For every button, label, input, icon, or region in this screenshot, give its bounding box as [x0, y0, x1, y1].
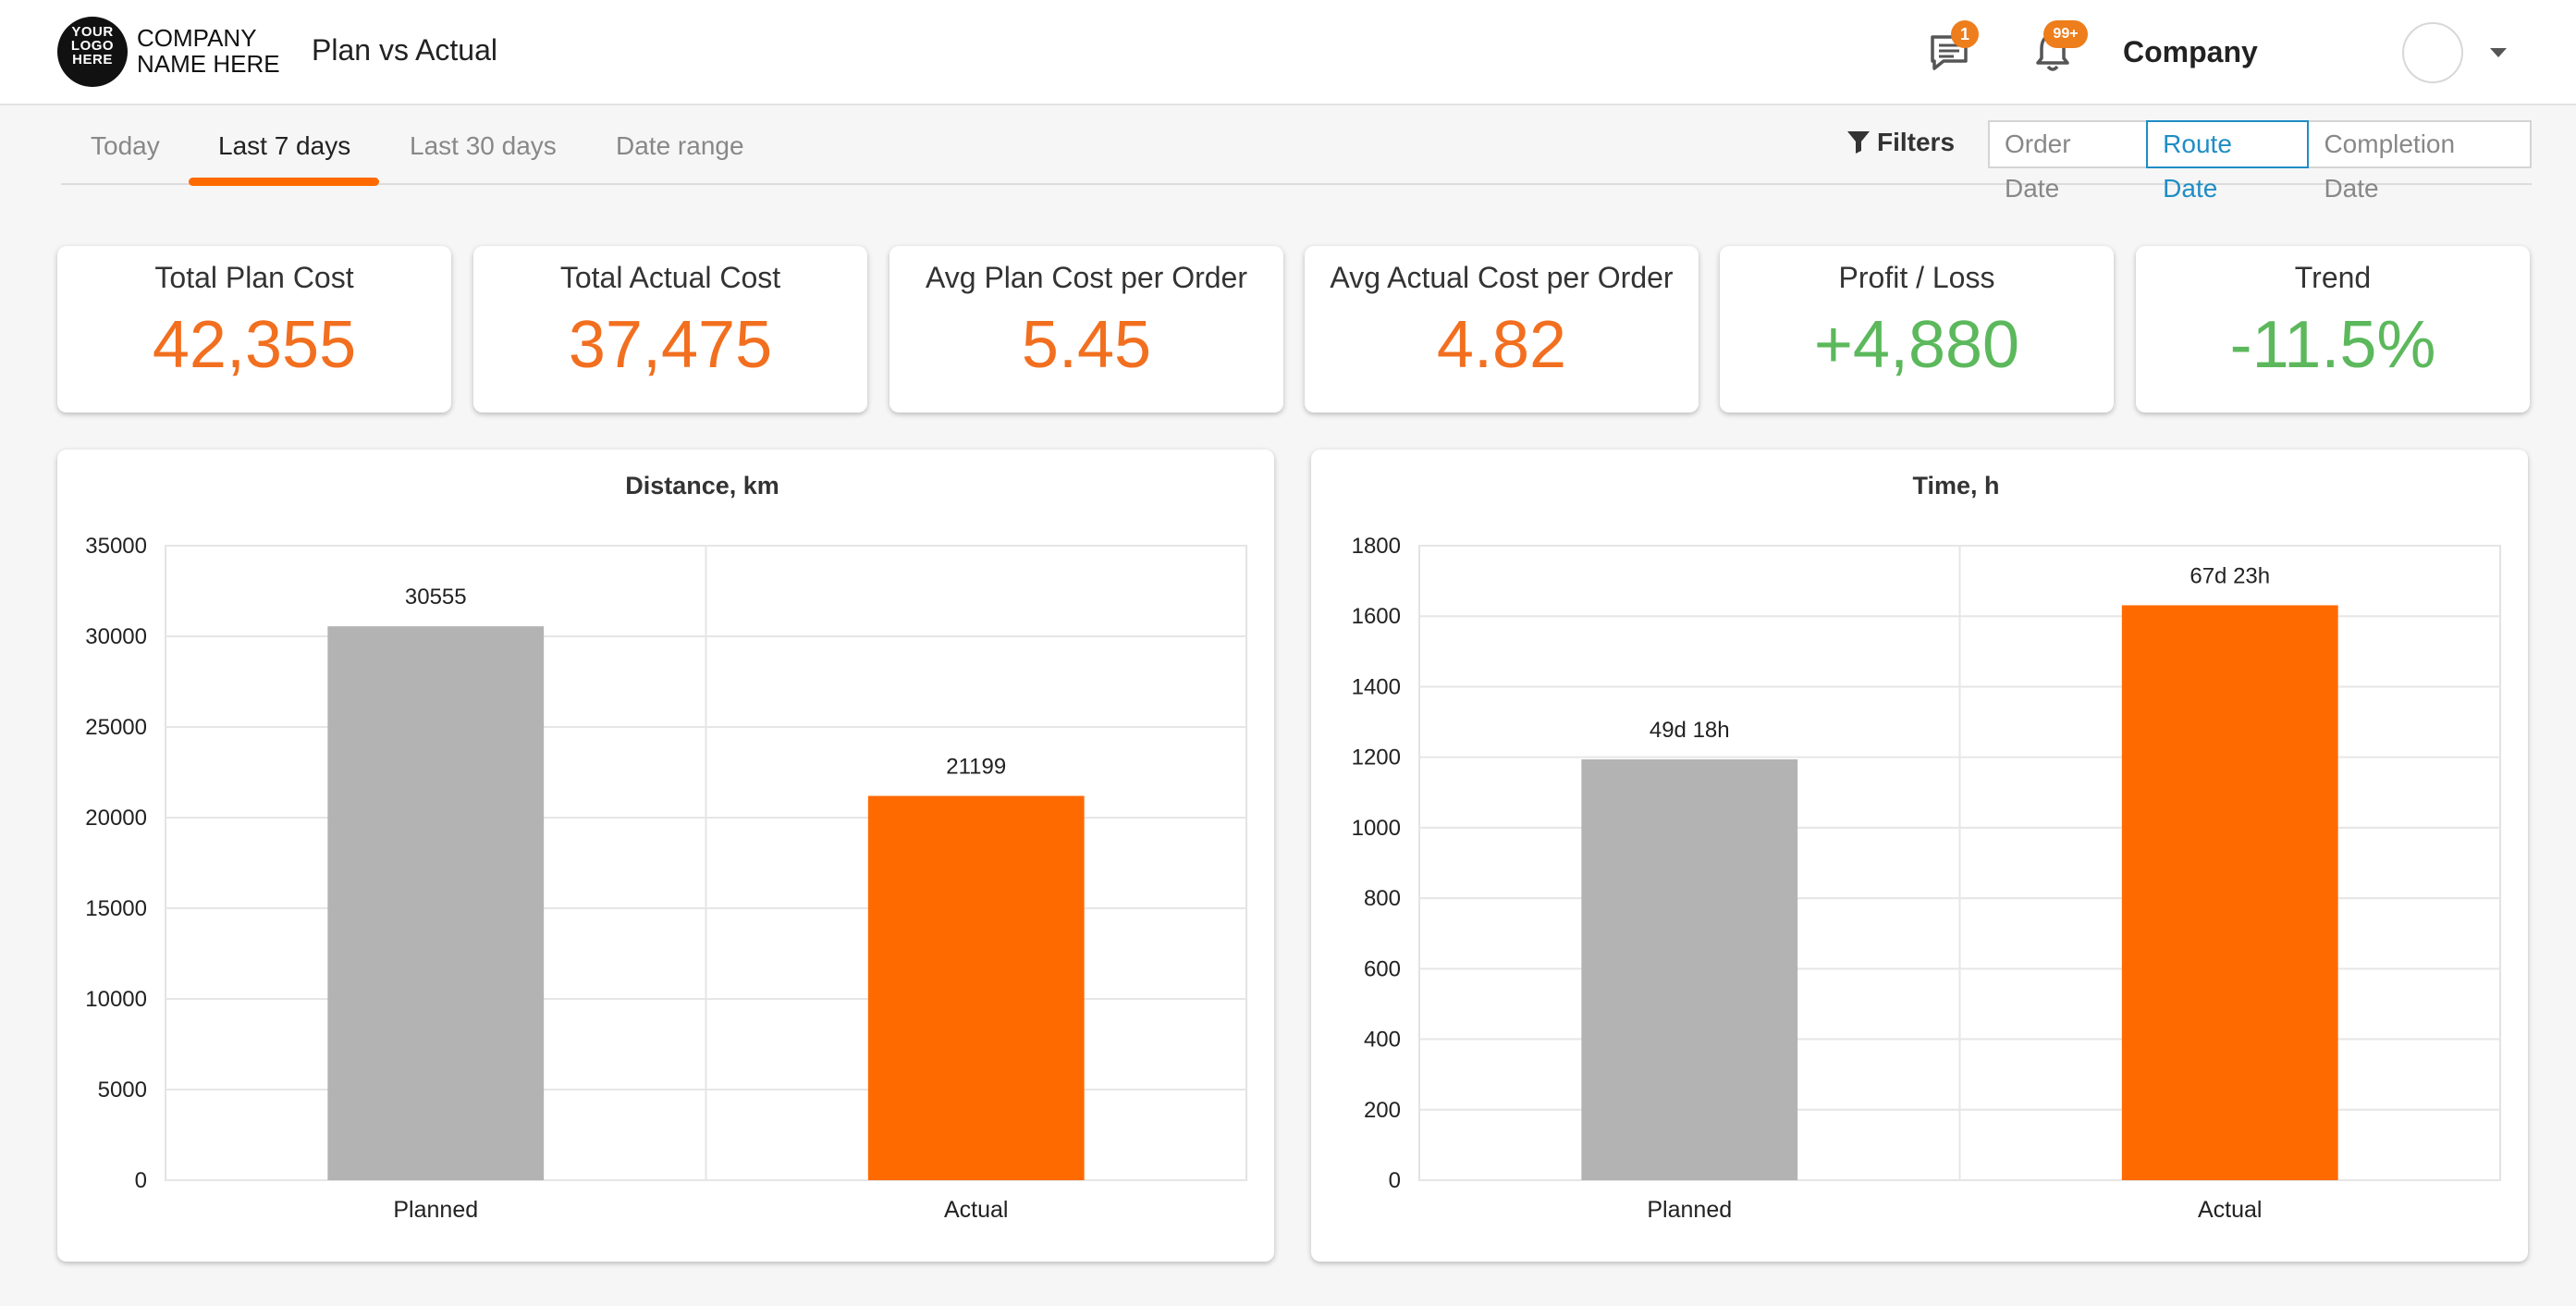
- kpi-card-avg-actual-cost: Avg Actual Cost per Order 4.82: [1305, 246, 1699, 413]
- company-name-line: COMPANY: [137, 24, 257, 52]
- y-tick-label: 800: [1364, 886, 1401, 911]
- kpi-label: Profit / Loss: [1838, 261, 1995, 294]
- tab-today[interactable]: Today: [91, 131, 160, 160]
- date-mode-route-date[interactable]: Route Date: [2146, 120, 2310, 203]
- page-title: Plan vs Actual: [312, 33, 497, 67]
- bar-value-label: 21199: [946, 754, 1006, 779]
- y-tick-label: 400: [1364, 1028, 1401, 1053]
- filters-label: Filters: [1877, 128, 1956, 156]
- y-tick-label: 0: [1389, 1168, 1401, 1193]
- kpi-value: -11.5%: [2229, 308, 2436, 382]
- kpi-card-total-plan-cost: Total Plan Cost 42,355: [57, 246, 451, 413]
- y-tick-label: 30000: [85, 624, 147, 649]
- date-mode-completion-date[interactable]: Completion Date: [2307, 120, 2533, 203]
- kpi-label: Total Actual Cost: [559, 261, 781, 294]
- bar-planned[interactable]: [1581, 758, 1798, 1180]
- company-name-line: NAME HERE: [137, 50, 280, 78]
- kpi-value: +4,880: [1813, 308, 2020, 382]
- bar-planned[interactable]: [327, 626, 545, 1180]
- y-tick-label: 1800: [1352, 534, 1401, 559]
- tab-last-7-days[interactable]: Last 7 days: [218, 131, 351, 160]
- bar-actual[interactable]: [2121, 605, 2338, 1180]
- y-tick-label: 10000: [85, 987, 147, 1012]
- date-mode-selector: Order Date Route Date Completion Date: [1988, 120, 2533, 203]
- y-tick-label: 1200: [1352, 745, 1401, 770]
- messages-badge: 1: [1951, 20, 1979, 48]
- y-tick-label: 1000: [1352, 816, 1401, 841]
- bar-value-label: 30555: [405, 585, 467, 610]
- y-tick-label: 15000: [85, 896, 147, 921]
- kpi-label: Avg Plan Cost per Order: [925, 261, 1247, 294]
- kpi-value: 5.45: [1021, 308, 1152, 382]
- y-tick-label: 25000: [85, 715, 147, 740]
- y-tick-label: 20000: [85, 806, 147, 831]
- kpi-label: Trend: [2294, 261, 2372, 294]
- chart-title: Distance, km: [625, 472, 779, 499]
- messages-button[interactable]: 1: [1923, 20, 1979, 78]
- x-tick-label: Planned: [393, 1197, 478, 1223]
- y-tick-label: 1600: [1352, 604, 1401, 629]
- filter-icon: [1847, 131, 1870, 154]
- bar-value-label: 49d 18h: [1650, 718, 1730, 743]
- company-logo[interactable]: YOUR LOGO HERE: [57, 17, 128, 87]
- kpi-label: Avg Actual Cost per Order: [1330, 261, 1674, 294]
- kpi-card-total-actual-cost: Total Actual Cost 37,475: [473, 246, 867, 413]
- y-tick-label: 5000: [98, 1078, 147, 1103]
- chart-title: Time, h: [1912, 472, 1999, 499]
- company-name: COMPANY NAME HERE: [137, 25, 294, 77]
- notifications-button[interactable]: 99+: [2027, 20, 2088, 78]
- kpi-value: 42,355: [152, 308, 357, 382]
- kpi-value: 4.82: [1436, 308, 1567, 382]
- top-header: YOUR LOGO HERE COMPANY NAME HERE Plan vs…: [0, 0, 2576, 105]
- kpi-label: Total Plan Cost: [154, 261, 354, 294]
- bar-actual[interactable]: [867, 795, 1085, 1180]
- y-tick-label: 1400: [1352, 674, 1401, 699]
- bar-value-label: 67d 23h: [2190, 563, 2270, 588]
- organization-name[interactable]: Company: [2123, 35, 2258, 68]
- notifications-badge: 99+: [2043, 20, 2088, 48]
- active-tab-indicator: [189, 178, 379, 186]
- date-mode-order-date[interactable]: Order Date: [1988, 120, 2149, 203]
- logo-line: YOUR: [71, 24, 114, 40]
- logo-line: LOGO: [70, 38, 115, 54]
- kpi-value: 37,475: [568, 308, 773, 382]
- x-tick-label: Planned: [1647, 1197, 1732, 1223]
- kpi-card-trend: Trend -11.5%: [2136, 246, 2530, 413]
- logo-line: HERE: [72, 52, 113, 68]
- avatar[interactable]: [2402, 22, 2463, 83]
- time-chart-panel: Time, h 0 200 400 600 800 1000 1200 1400 1600 1800…: [1311, 450, 2528, 1262]
- kpi-card-profit-loss: Profit / Loss +4,880: [1720, 246, 2114, 413]
- filters-button[interactable]: Filters: [1846, 128, 1955, 157]
- distance-chart-panel: Distance, km 0 5000 10000 15000 20000 25000 300…: [57, 450, 1274, 1262]
- chevron-down-icon[interactable]: [2490, 48, 2507, 57]
- y-tick-label: 0: [135, 1168, 147, 1193]
- x-tick-label: Actual: [2198, 1197, 2262, 1223]
- distance-chart: Distance, km 0 5000 10000 15000 20000 25000 300…: [85, 472, 1247, 1223]
- period-tab-bar: Today Last 7 days Last 30 days Date rang…: [61, 107, 2533, 203]
- tab-date-range[interactable]: Date range: [616, 131, 744, 160]
- y-tick-label: 200: [1364, 1098, 1401, 1123]
- kpi-card-avg-plan-cost: Avg Plan Cost per Order 5.45: [889, 246, 1283, 413]
- tab-last-30-days[interactable]: Last 30 days: [410, 131, 557, 160]
- y-tick-label: 35000: [85, 534, 147, 559]
- time-chart: Time, h 0 200 400 600 800 1000 1200 1400 1600 1800…: [1352, 472, 2501, 1223]
- x-tick-label: Actual: [944, 1197, 1008, 1223]
- y-tick-label: 600: [1364, 956, 1401, 981]
